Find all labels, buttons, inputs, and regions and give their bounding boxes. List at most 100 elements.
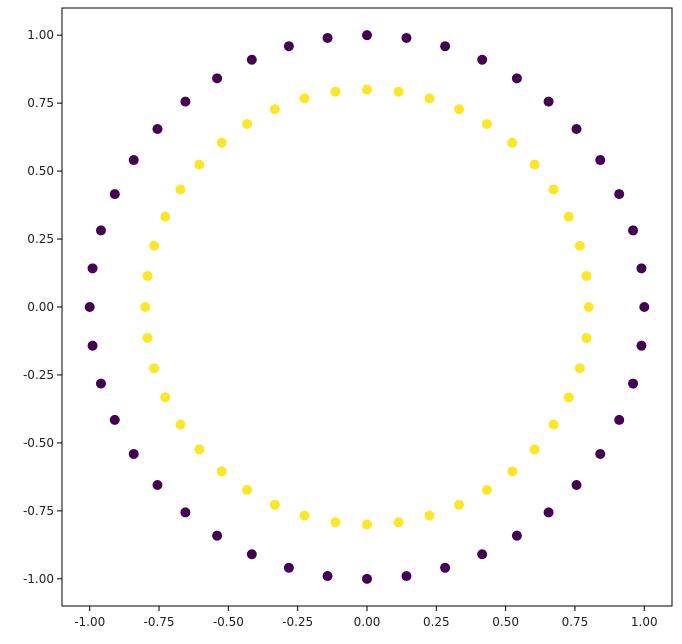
scatter-point: [548, 419, 559, 430]
scatter-point: [571, 480, 582, 491]
scatter-point: [393, 517, 404, 528]
scatter-point: [481, 484, 492, 495]
scatter-point: [269, 499, 280, 510]
scatter-point: [149, 240, 160, 251]
scatter-point: [216, 466, 227, 477]
scatter-point: [362, 519, 372, 530]
scatter-point: [142, 332, 153, 343]
scatter-point: [636, 263, 647, 274]
scatter-point: [574, 363, 585, 374]
scatter-point: [454, 104, 465, 115]
scatter-point: [628, 225, 639, 236]
scatter-point: [543, 507, 554, 518]
x-tick-label: -1.00: [74, 615, 105, 629]
x-tick-label: -0.75: [144, 615, 175, 629]
scatter-point: [424, 510, 435, 521]
scatter-point: [362, 30, 372, 41]
y-tick-label: -0.75: [23, 504, 54, 518]
scatter-point: [507, 466, 518, 477]
outer-ring-series: [84, 30, 650, 584]
scatter-point: [283, 562, 294, 573]
scatter-point: [595, 448, 606, 459]
scatter-point: [246, 549, 257, 560]
scatter-point: [639, 302, 650, 312]
scatter-point: [393, 86, 404, 97]
scatter-point: [160, 392, 171, 403]
scatter-point: [614, 414, 625, 425]
scatter-point: [424, 93, 435, 104]
y-tick-label: 0.50: [27, 164, 54, 178]
scatter-point: [583, 302, 594, 312]
scatter-point: [152, 480, 163, 491]
scatter-point: [481, 119, 492, 130]
scatter-point: [440, 562, 451, 573]
scatter-point: [128, 448, 139, 459]
x-tick-label: 0.25: [423, 615, 450, 629]
scatter-point: [87, 340, 98, 351]
inner-ring-series: [140, 84, 594, 530]
scatter-point: [269, 104, 280, 115]
scatter-point: [242, 484, 253, 495]
scatter-point: [242, 119, 253, 130]
y-tick-label: 0.25: [27, 232, 54, 246]
scatter-point: [477, 549, 488, 560]
scatter-point: [330, 517, 341, 528]
y-tick-label: -0.25: [23, 368, 54, 382]
scatter-point: [140, 302, 151, 312]
scatter-point: [194, 444, 205, 455]
scatter-point: [454, 499, 465, 510]
scatter-point: [142, 271, 153, 282]
scatter-point: [84, 302, 95, 312]
scatter-point: [180, 507, 191, 518]
scatter-point: [571, 123, 582, 134]
scatter-point: [87, 263, 98, 274]
scatter-point: [152, 123, 163, 134]
y-tick-label: -0.50: [23, 436, 54, 450]
scatter-point: [401, 571, 412, 582]
scatter-point: [128, 155, 139, 166]
scatter-point: [212, 73, 223, 84]
y-tick-label: 1.00: [27, 28, 54, 42]
scatter-point: [109, 189, 120, 200]
scatter-point: [109, 414, 120, 425]
scatter-point: [574, 240, 585, 251]
scatter-point: [595, 155, 606, 166]
scatter-point: [330, 86, 341, 97]
scatter-point: [212, 530, 223, 541]
scatter-point: [299, 510, 310, 521]
y-tick-label: -1.00: [23, 572, 54, 586]
scatter-point: [175, 184, 186, 195]
scatter-point: [477, 54, 488, 65]
scatter-point: [563, 392, 574, 403]
scatter-point: [362, 84, 372, 95]
scatter-point: [636, 340, 647, 351]
scatter-point: [543, 96, 554, 107]
scatter-point: [322, 571, 333, 582]
y-tick-label: 0.00: [27, 300, 54, 314]
scatter-point: [581, 332, 592, 343]
scatter-point: [563, 211, 574, 222]
axis-ticks: -1.00 -0.75 -0.50 -0.25 0.00 0.25 0.50 0.75 1.00…: [23, 28, 658, 629]
scatter-point: [440, 41, 451, 52]
scatter-point: [401, 32, 412, 43]
scatter-point: [322, 32, 333, 43]
x-tick-label: 1.00: [631, 615, 658, 629]
scatter-point: [283, 41, 294, 52]
scatter-point: [149, 363, 160, 374]
scatter-point: [511, 530, 522, 541]
scatter-point: [175, 419, 186, 430]
x-tick-label: 0.50: [492, 615, 519, 629]
scatter-point: [180, 96, 191, 107]
scatter-point: [581, 271, 592, 282]
scatter-point: [194, 159, 205, 170]
scatter-point: [548, 184, 559, 195]
scatter-point: [160, 211, 171, 222]
scatter-point: [507, 137, 518, 148]
scatter-point: [529, 159, 540, 170]
scatter-point: [511, 73, 522, 84]
scatter-point: [299, 93, 310, 104]
scatter-point: [362, 573, 372, 584]
scatter-point: [95, 225, 106, 236]
y-tick-label: 0.75: [27, 96, 54, 110]
